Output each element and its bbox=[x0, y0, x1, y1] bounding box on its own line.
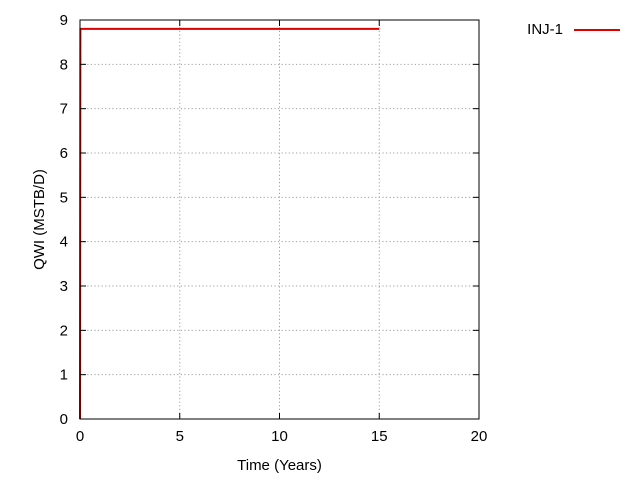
series-line-inj-1 bbox=[79, 27, 380, 420]
y-tick-label: 5 bbox=[60, 189, 68, 206]
y-tick-label: 4 bbox=[60, 234, 68, 251]
legend: INJ-1 bbox=[527, 21, 620, 38]
x-tick-label: 20 bbox=[471, 428, 488, 445]
x-axis-title: Time (Years) bbox=[237, 457, 322, 474]
grid bbox=[80, 20, 479, 419]
x-tick-label: 5 bbox=[176, 428, 184, 445]
y-tick-label: 9 bbox=[60, 12, 68, 29]
x-tick-label: 15 bbox=[371, 428, 388, 445]
y-tick-label: 2 bbox=[60, 322, 68, 339]
y-tick-label: 1 bbox=[60, 367, 68, 384]
legend-label-inj-1: INJ-1 bbox=[527, 21, 563, 38]
y-tick-label: 6 bbox=[60, 145, 68, 162]
y-tick-label: 0 bbox=[60, 411, 68, 428]
series-layer bbox=[79, 27, 380, 420]
x-tick-label: 0 bbox=[76, 428, 84, 445]
y-tick-label: 8 bbox=[60, 56, 68, 73]
y-axis-title: QWI (MSTB/D) bbox=[31, 169, 48, 270]
x-tick-label: 10 bbox=[271, 428, 288, 445]
y-tick-label: 3 bbox=[60, 278, 68, 295]
y-tick-label: 7 bbox=[60, 101, 68, 118]
ticks: 0 5 10 15 20 0 1 2 3 4 5 6 7 8 9 bbox=[60, 12, 488, 445]
